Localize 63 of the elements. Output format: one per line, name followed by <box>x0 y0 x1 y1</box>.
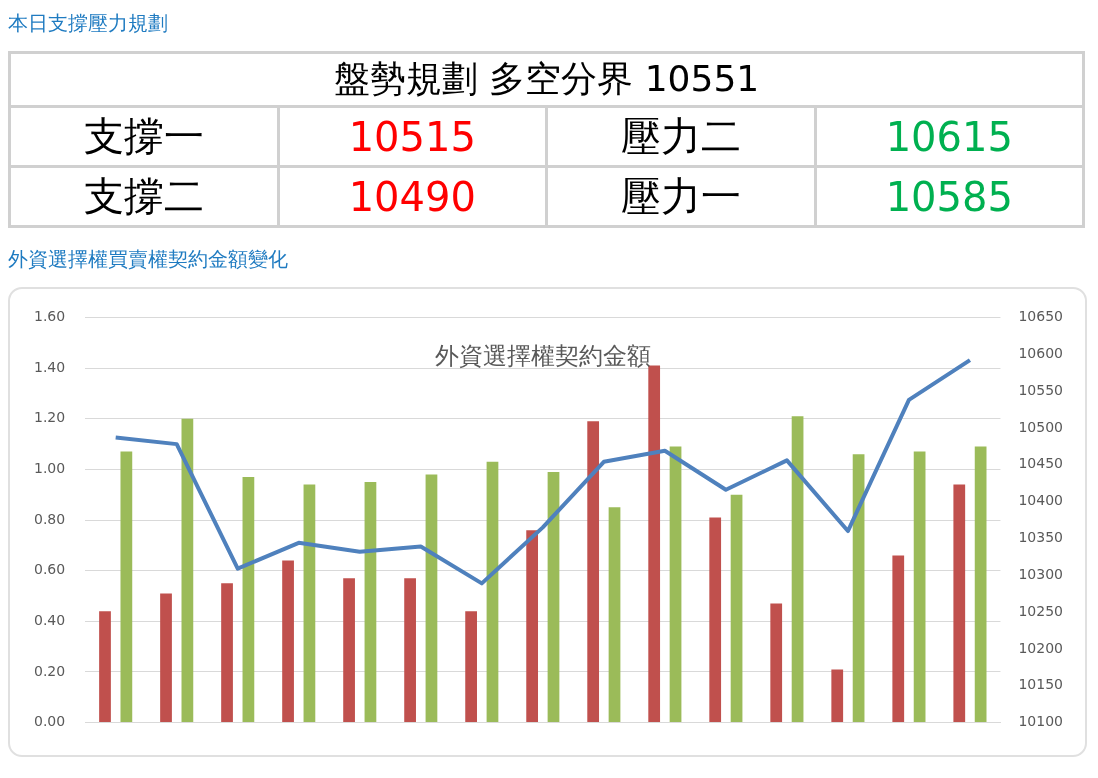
text: 外資選擇權契約金額 <box>434 341 651 370</box>
text: 10515 <box>278 106 547 167</box>
bar <box>791 416 804 723</box>
y-tick-label: 1.40 <box>34 358 66 375</box>
bar <box>953 484 966 723</box>
y-tick-label: 0.20 <box>34 662 66 679</box>
text: 壓力一 <box>546 166 815 227</box>
bar <box>587 421 600 723</box>
bar <box>181 418 194 723</box>
text: 10585 <box>815 166 1084 227</box>
bar <box>242 476 255 723</box>
bar <box>364 482 377 723</box>
bar <box>730 494 743 723</box>
text: 壓力二 <box>546 106 815 167</box>
bar <box>120 451 133 723</box>
text: 10490 <box>278 166 547 227</box>
bar <box>99 611 111 723</box>
text: 支撐一 <box>9 106 278 167</box>
bar <box>425 474 438 723</box>
bar <box>486 461 499 723</box>
y2-tick-label: 10250 <box>1018 602 1064 619</box>
y-tick-label: 0.80 <box>34 510 66 527</box>
y-tick-label: 0.00 <box>34 713 66 730</box>
bar <box>648 365 661 723</box>
y2-tick-label: 10100 <box>1018 713 1064 730</box>
y2-tick-label: 10500 <box>1018 418 1064 435</box>
bar <box>669 446 682 723</box>
y2-tick-label: 10350 <box>1018 529 1064 546</box>
y2-tick-label: 10150 <box>1018 676 1064 693</box>
text: 支撐二 <box>9 166 278 227</box>
bar <box>465 611 477 723</box>
bar <box>852 454 865 723</box>
chart-title: 外資選擇權買賣權契約金額變化 <box>8 246 289 273</box>
y2-tick-label: 10200 <box>1018 639 1064 656</box>
bar <box>913 451 926 723</box>
y-tick-label: 0.60 <box>34 561 66 578</box>
bar <box>709 517 722 723</box>
text: 10615 <box>815 106 1084 167</box>
y-tick-label: 1.60 <box>34 308 66 325</box>
y2-tick-label: 10650 <box>1018 308 1064 325</box>
bar <box>608 507 621 723</box>
bar <box>160 593 172 723</box>
text: 盤勢規劃 多空分界 10551 <box>9 52 1084 107</box>
y2-tick-label: 10550 <box>1018 381 1064 398</box>
bar <box>547 471 560 723</box>
y2-tick-label: 10400 <box>1018 492 1064 509</box>
bar <box>282 560 294 723</box>
y2-tick-label: 10600 <box>1018 344 1064 361</box>
bar <box>303 484 316 723</box>
y2-tick-label: 10300 <box>1018 565 1064 582</box>
y-tick-label: 0.40 <box>34 611 66 628</box>
y-tick-label: 1.00 <box>34 459 66 476</box>
bar <box>404 578 416 723</box>
bar <box>770 603 783 723</box>
bar <box>221 583 233 723</box>
bar <box>974 446 987 723</box>
bar <box>892 555 905 723</box>
bar <box>526 530 539 723</box>
y2-tick-label: 10450 <box>1018 455 1064 472</box>
bar <box>831 669 844 723</box>
text: 本日支撐壓力規劃 <box>8 10 169 37</box>
bar <box>343 578 355 723</box>
y-tick-label: 1.20 <box>34 409 66 426</box>
